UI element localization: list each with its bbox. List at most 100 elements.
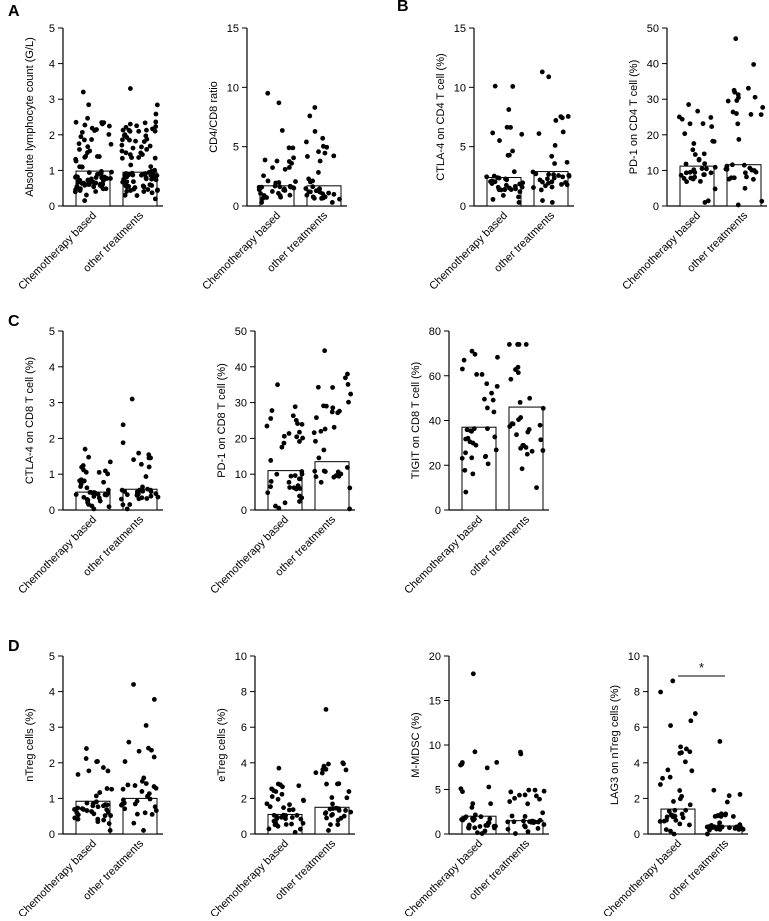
data-point — [108, 813, 114, 818]
data-point — [466, 825, 472, 831]
data-point — [122, 192, 128, 198]
data-point — [134, 811, 140, 817]
data-point — [314, 415, 319, 421]
data-point — [711, 787, 717, 793]
y-tick-label: 1 — [49, 793, 55, 805]
data-point — [264, 801, 270, 807]
data-point — [119, 142, 125, 148]
data-point — [735, 202, 741, 208]
data-point — [107, 828, 113, 833]
data-point — [552, 161, 557, 166]
data-point — [463, 814, 469, 820]
data-point — [95, 804, 101, 810]
data-point — [84, 192, 89, 198]
data-point — [100, 765, 106, 770]
y-tick-label: 2 — [49, 433, 55, 445]
y-tick-label: 40 — [429, 416, 441, 428]
data-point — [279, 444, 285, 450]
data-point — [288, 473, 294, 479]
data-point — [134, 492, 140, 498]
data-point — [517, 399, 523, 405]
data-point — [86, 170, 92, 175]
data-point — [673, 817, 679, 823]
y-axis-label: CTLA-4 on CD8 T cell (%) — [24, 357, 36, 484]
data-point — [80, 89, 86, 95]
data-point — [340, 760, 346, 766]
data-point — [78, 134, 84, 140]
y-tick-label: 5 — [49, 326, 55, 338]
data-point — [702, 161, 708, 167]
data-point — [82, 198, 88, 204]
y-tick-label: 4 — [49, 59, 55, 71]
data-point — [516, 200, 522, 205]
data-point — [730, 814, 736, 819]
data-point — [106, 821, 112, 826]
chart-4: 0 10 20 30 40 50 PD-1 on CD4 T cell (%) Chemoth… — [620, 23, 767, 293]
data-point — [89, 137, 94, 142]
data-point — [131, 179, 136, 185]
data-point — [101, 817, 107, 823]
data-point — [305, 154, 310, 159]
y-axis-label: TIGIT on CD8 T cell (%) — [410, 362, 422, 479]
data-point — [678, 744, 684, 750]
panel-label-c: C — [8, 313, 20, 330]
data-point — [120, 179, 126, 185]
data-point — [670, 678, 676, 684]
data-point — [141, 184, 147, 190]
data-point — [536, 131, 542, 136]
data-point — [320, 135, 326, 141]
data-point — [563, 180, 568, 185]
data-point — [459, 455, 465, 461]
data-point — [677, 788, 683, 793]
data-point — [484, 381, 490, 387]
data-point — [131, 820, 137, 826]
data-point — [258, 191, 263, 196]
data-point — [76, 141, 82, 147]
data-point — [324, 403, 329, 409]
data-point — [328, 822, 333, 828]
y-tick-label: 0 — [233, 201, 239, 213]
data-point — [490, 196, 496, 202]
data-point — [546, 180, 551, 186]
data-point — [324, 144, 330, 150]
data-point — [127, 121, 133, 127]
data-point — [73, 492, 79, 497]
data-point — [84, 808, 90, 813]
y-tick-label: 3 — [49, 398, 55, 410]
y-tick-label: 80 — [429, 326, 441, 338]
data-point — [666, 808, 672, 814]
data-point — [470, 471, 476, 477]
data-point — [320, 195, 326, 201]
data-point — [670, 813, 676, 818]
y-tick-label: 15 — [454, 23, 466, 35]
data-point — [522, 823, 528, 829]
data-point — [297, 476, 302, 482]
data-point — [271, 818, 277, 824]
data-point — [692, 152, 698, 157]
data-point — [469, 348, 475, 354]
data-point — [99, 169, 104, 174]
data-point — [511, 169, 517, 175]
y-tick-label: 10 — [227, 82, 239, 94]
data-point — [98, 181, 103, 187]
data-point — [267, 804, 273, 810]
data-point — [143, 175, 149, 180]
y-tick-label: 1 — [49, 165, 55, 177]
data-point — [560, 174, 566, 180]
data-point — [326, 828, 331, 833]
data-point — [552, 143, 558, 148]
data-point — [732, 826, 738, 831]
data-point — [316, 455, 322, 461]
data-point — [307, 113, 313, 119]
data-point — [472, 351, 478, 357]
data-point — [151, 171, 156, 177]
data-point — [77, 177, 83, 183]
data-point — [758, 112, 764, 118]
data-point — [77, 147, 82, 152]
data-point — [329, 812, 334, 818]
data-point — [742, 185, 748, 191]
data-point — [136, 128, 142, 134]
data-point — [125, 782, 131, 788]
data-point — [82, 122, 88, 128]
chart-7: 0 20 40 60 80 TIGIT on CD8 T cell (%) Chemothe… — [402, 326, 549, 597]
